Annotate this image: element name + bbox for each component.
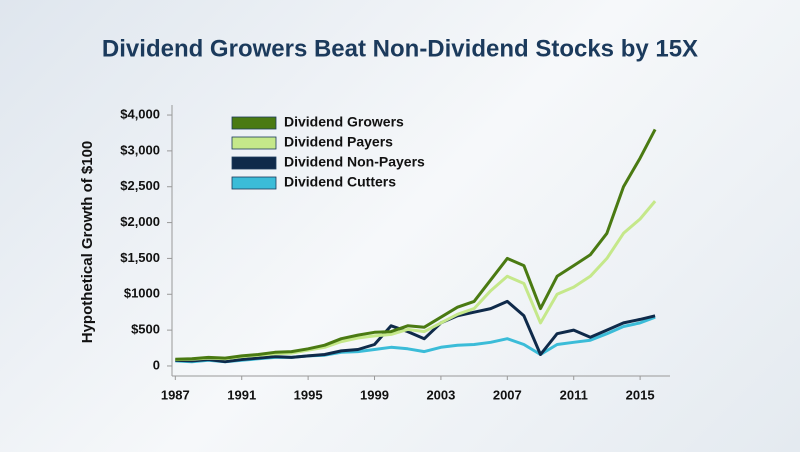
x-tick-label: 2003 <box>426 387 455 402</box>
legend-label: Dividend Non-Payers <box>284 154 425 170</box>
series-line <box>175 128 657 361</box>
x-tick-label: 1999 <box>360 387 389 402</box>
y-tick-label: $1,500 <box>120 250 160 265</box>
x-tick-label: 1987 <box>161 387 190 402</box>
legend-label: Dividend Growers <box>284 114 404 130</box>
legend-label: Dividend Payers <box>284 134 393 150</box>
y-tick-label: $3,000 <box>120 142 160 157</box>
chart-title: Dividend Growers Beat Non-Dividend Stock… <box>102 35 698 62</box>
x-tick-label: 2015 <box>626 387 655 402</box>
legend-swatch <box>231 176 277 190</box>
y-tick-label: $500 <box>131 322 160 337</box>
legend-swatch <box>231 156 277 170</box>
series-line <box>175 299 656 364</box>
x-tick-label: 1991 <box>227 387 256 402</box>
y-tick-label: 0 <box>153 357 160 372</box>
legend-swatch <box>231 116 277 130</box>
y-axis-title: Hypothetical Growth of $100 <box>79 141 96 344</box>
y-tick-label: $2,000 <box>120 214 160 229</box>
legend-label: Dividend Cutters <box>284 174 396 190</box>
x-tick-label: 2011 <box>560 387 588 402</box>
x-tick-label: 2007 <box>493 387 522 402</box>
y-tick-label: $2,500 <box>120 178 160 193</box>
x-tick-label: 1995 <box>294 387 323 402</box>
legend-swatch <box>231 136 277 150</box>
y-tick-label: $1000 <box>124 286 160 301</box>
y-tick-label: $4,000 <box>120 106 160 121</box>
